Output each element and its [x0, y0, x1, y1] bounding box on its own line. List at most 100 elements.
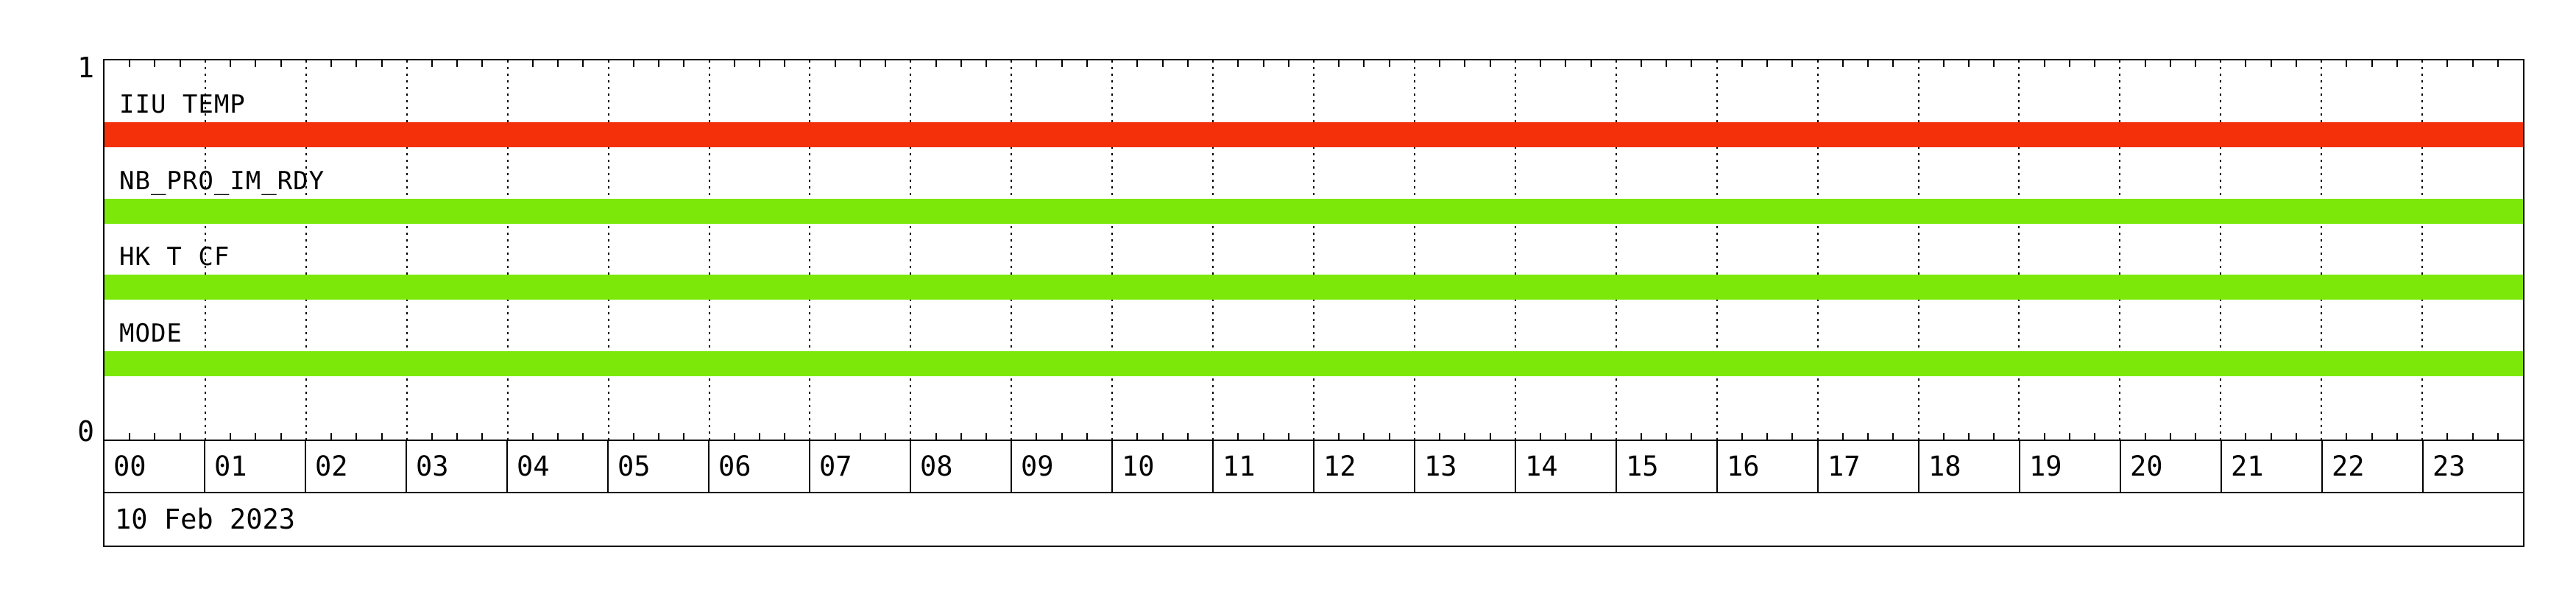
hour-gridline — [406, 60, 408, 440]
hour-gridline — [2421, 60, 2424, 440]
minor-tick — [1136, 60, 1139, 67]
hour-label: 02 — [315, 451, 348, 482]
minor-tick — [2144, 60, 2146, 67]
minor-tick — [2371, 433, 2373, 440]
minor-tick — [1363, 433, 1365, 440]
hour-gridline — [809, 60, 811, 440]
minor-tick — [381, 433, 383, 440]
minor-tick — [456, 433, 459, 440]
minor-tick — [1741, 60, 1743, 67]
hour-cell-13: 13 — [1415, 441, 1516, 492]
hour-cell-16: 16 — [1718, 441, 1819, 492]
minor-tick — [1287, 60, 1289, 67]
hour-cell-22: 22 — [2323, 441, 2424, 492]
minor-tick — [1867, 60, 1869, 67]
minor-tick — [1666, 60, 1668, 67]
minor-tick — [1766, 433, 1769, 440]
series-label-nb-pro-im-rdy: NB_PRO_IM_RDY — [119, 166, 325, 196]
minor-tick — [1741, 433, 1743, 440]
minor-tick — [582, 60, 584, 67]
hour-gridline — [2220, 60, 2222, 440]
series-label-hk-t-cf: HK T CF — [119, 242, 230, 272]
hour-gridline — [910, 60, 912, 440]
minor-tick — [1464, 60, 1466, 67]
series-label-iiu-temp: IIU TEMP — [119, 90, 246, 119]
minor-tick — [2295, 60, 2297, 67]
minor-tick — [230, 60, 232, 67]
minor-tick — [481, 433, 484, 440]
minor-tick — [2471, 60, 2474, 67]
minor-tick — [1161, 60, 1164, 67]
minor-tick — [935, 433, 937, 440]
date-label: 10 Feb 2023 — [115, 504, 296, 535]
minor-tick — [1086, 60, 1088, 67]
minor-tick — [2446, 60, 2449, 67]
minor-tick — [531, 433, 534, 440]
minor-tick — [280, 60, 282, 67]
hour-cell-14: 14 — [1516, 441, 1617, 492]
minor-tick — [834, 60, 836, 67]
hour-label: 01 — [214, 451, 247, 482]
minor-tick — [2169, 433, 2171, 440]
hour-cell-03: 03 — [407, 441, 508, 492]
minor-tick — [1036, 433, 1038, 440]
minor-tick — [632, 433, 634, 440]
minor-tick — [733, 433, 735, 440]
hour-label: 04 — [517, 451, 550, 482]
minor-tick — [1892, 433, 1894, 440]
hour-gridline — [1111, 60, 1114, 440]
minor-tick — [1691, 433, 1693, 440]
minor-tick — [557, 433, 559, 440]
minor-tick — [658, 433, 660, 440]
hour-gridline — [1313, 60, 1314, 440]
hour-cell-01: 01 — [205, 441, 306, 492]
minor-tick — [1439, 60, 1441, 67]
minor-tick — [1640, 60, 1642, 67]
minor-tick — [1388, 433, 1390, 440]
minor-tick — [935, 60, 937, 67]
hour-label: 17 — [1827, 451, 1861, 482]
minor-tick — [129, 433, 131, 440]
minor-tick — [834, 433, 836, 440]
minor-tick — [2144, 433, 2146, 440]
minor-tick — [1186, 433, 1189, 440]
minor-tick — [1388, 60, 1390, 67]
minor-tick — [531, 60, 534, 67]
hour-cell-07: 07 — [810, 441, 911, 492]
hour-cell-23: 23 — [2424, 441, 2523, 492]
minor-tick — [1967, 433, 1970, 440]
minor-tick — [986, 433, 988, 440]
minor-tick — [986, 60, 988, 67]
minor-tick — [355, 60, 358, 67]
minor-tick — [355, 433, 358, 440]
hour-gridline — [1615, 60, 1617, 440]
minor-tick — [2346, 60, 2348, 67]
minor-tick — [885, 60, 887, 67]
minor-tick — [154, 60, 156, 67]
minor-tick — [658, 60, 660, 67]
hour-label: 23 — [2432, 451, 2466, 482]
minor-tick — [330, 60, 333, 67]
hour-cell-19: 19 — [2020, 441, 2121, 492]
series-bar-mode — [105, 351, 2523, 377]
hour-cell-09: 09 — [1012, 441, 1113, 492]
minor-tick — [1262, 433, 1264, 440]
minor-tick — [1086, 433, 1088, 440]
minor-tick — [255, 433, 257, 440]
minor-tick — [2396, 433, 2398, 440]
hour-cell-04: 04 — [508, 441, 609, 492]
hour-axis-band: 00 01 02 03 04 05 06 07 08 09 10 11 12 13 14 15 16 17 18 19… — [103, 441, 2524, 493]
hour-gridline — [708, 60, 710, 440]
minor-tick — [1036, 60, 1038, 67]
minor-tick — [1061, 433, 1063, 440]
minor-tick — [1590, 60, 1592, 67]
hour-label: 11 — [1222, 451, 1256, 482]
minor-tick — [632, 60, 634, 67]
minor-tick — [758, 433, 760, 440]
minor-tick — [481, 60, 484, 67]
hour-cell-08: 08 — [911, 441, 1012, 492]
minor-tick — [1540, 433, 1542, 440]
hour-label: 12 — [1323, 451, 1356, 482]
minor-tick — [1489, 60, 1491, 67]
minor-tick — [2295, 433, 2297, 440]
